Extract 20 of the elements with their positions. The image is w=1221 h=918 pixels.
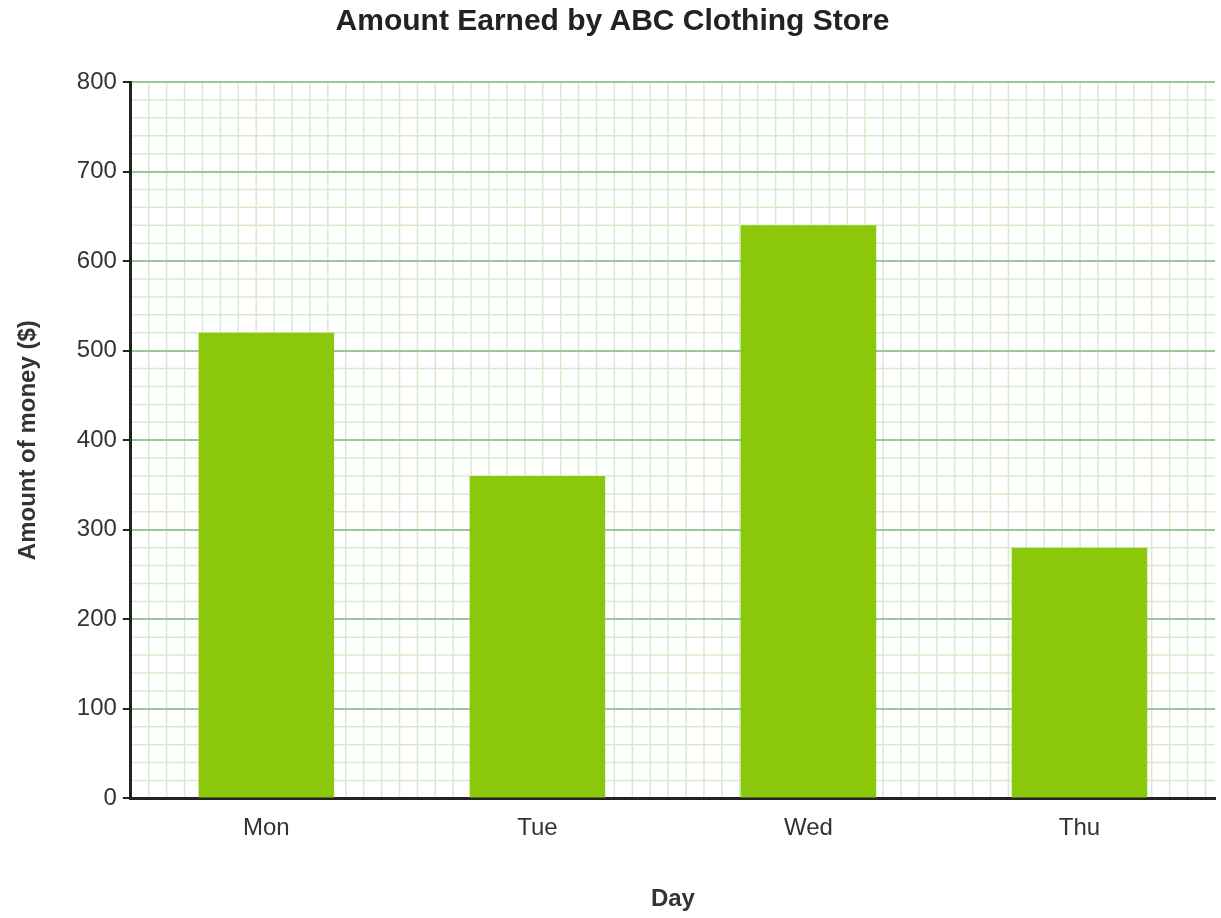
x-tick-label: Tue: [517, 813, 558, 841]
x-axis-title: Day: [650, 884, 696, 912]
bar: [469, 476, 606, 798]
y-tick-label: 700: [76, 156, 117, 184]
y-tick-label: 200: [76, 603, 117, 631]
y-tick-label: 100: [76, 693, 117, 721]
y-tick-label: 300: [76, 514, 117, 542]
bar: [740, 225, 877, 798]
x-tick-label: Mon: [243, 813, 290, 841]
y-tick-label: 500: [76, 335, 117, 363]
bar: [1011, 547, 1148, 798]
y-axis-title: Amount of money ($): [13, 320, 41, 561]
y-tick-label: 800: [76, 66, 117, 94]
y-tick-label: 600: [76, 245, 117, 273]
x-tick-label: Thu: [1058, 813, 1101, 841]
x-tick-label: Wed: [783, 813, 833, 841]
y-tick-label: 400: [76, 424, 117, 452]
y-tick-label: 0: [103, 783, 117, 811]
bar: [198, 332, 335, 798]
chart-title: Amount Earned by ABC Clothing Store: [335, 3, 890, 37]
